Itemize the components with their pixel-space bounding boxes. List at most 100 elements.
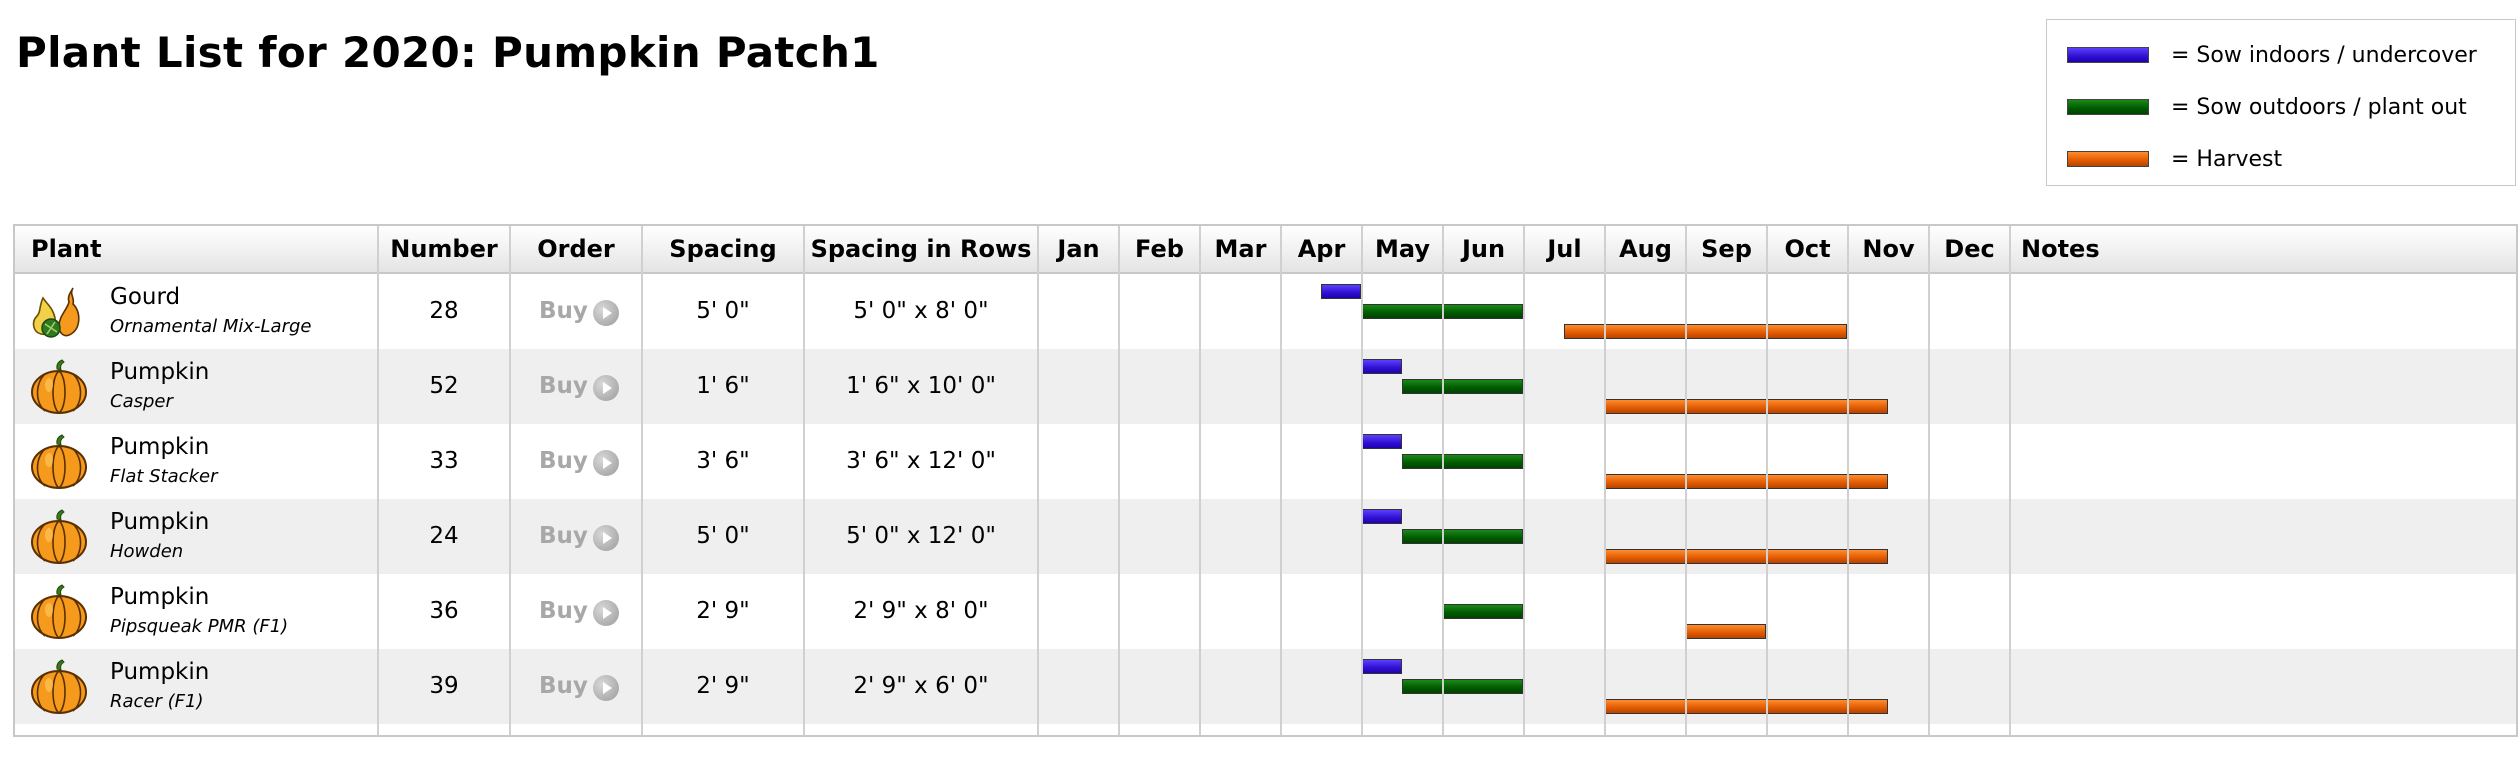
legend-label-harvest: = Harvest	[2171, 146, 2283, 172]
legend-swatch-sow-indoors	[2067, 47, 2149, 63]
sow-indoors-bar	[1320, 284, 1361, 299]
sow-outdoors-bar	[1401, 379, 1523, 394]
plant-number: 36	[429, 598, 459, 624]
column-divider	[1280, 226, 1282, 735]
buy-arrow-icon[interactable]	[593, 600, 619, 626]
column-divider	[2009, 226, 2011, 735]
plant-variety: Racer (F1)	[110, 691, 204, 712]
header-month-may: May	[1375, 235, 1430, 263]
buy-button[interactable]: Buy	[539, 523, 588, 549]
sow-indoors-bar	[1361, 659, 1402, 674]
column-divider	[1361, 226, 1363, 735]
sow-outdoors-bar	[1401, 529, 1523, 544]
buy-arrow-icon[interactable]	[593, 300, 619, 326]
harvest-bar	[1563, 324, 1847, 339]
table-row: Pumpkin Howden 24 Buy 5' 0" 5' 0" x 12' 0"	[15, 499, 2516, 574]
sow-outdoors-bar	[1401, 679, 1523, 694]
harvest-bar	[1604, 474, 1888, 489]
plant-name[interactable]: Pumpkin	[110, 659, 210, 685]
plant-spacing-in-rows: 2' 9" x 6' 0"	[853, 673, 989, 699]
plant-spacing: 3' 6"	[696, 448, 750, 474]
buy-arrow-icon[interactable]	[593, 675, 619, 701]
gourd-icon	[29, 284, 89, 340]
pumpkin-icon	[29, 584, 89, 640]
plant-number: 24	[429, 523, 459, 549]
column-divider	[1685, 226, 1687, 735]
header-month-jul: Jul	[1547, 235, 1582, 263]
plant-number: 28	[429, 298, 459, 324]
table-row: Pumpkin Pipsqueak PMR (F1) 36 Buy 2' 9" 2' 9"…	[15, 574, 2516, 649]
plant-name[interactable]: Pumpkin	[110, 584, 210, 610]
pumpkin-icon	[29, 359, 89, 415]
column-divider	[509, 226, 511, 735]
buy-button[interactable]: Buy	[539, 673, 588, 699]
plant-name[interactable]: Pumpkin	[110, 509, 210, 535]
header-month-sep: Sep	[1701, 235, 1752, 263]
header-plant: Plant	[31, 235, 102, 263]
header-spacing-in-rows: Spacing in Rows	[810, 235, 1032, 263]
header-number: Number	[390, 235, 498, 263]
column-divider	[377, 226, 379, 735]
column-divider	[1847, 226, 1849, 735]
buy-button[interactable]: Buy	[539, 373, 588, 399]
buy-arrow-icon[interactable]	[593, 450, 619, 476]
column-divider	[1604, 226, 1606, 735]
harvest-bar	[1604, 549, 1888, 564]
legend-swatch-sow-outdoors	[2067, 99, 2149, 115]
header-month-apr: Apr	[1297, 235, 1346, 263]
buy-button[interactable]: Buy	[539, 298, 588, 324]
table-header: Plant Number Order Spacing Spacing in Ro…	[15, 226, 2516, 274]
plant-name[interactable]: Pumpkin	[110, 359, 210, 385]
buy-button[interactable]: Buy	[539, 448, 588, 474]
header-month-nov: Nov	[1862, 235, 1915, 263]
buy-arrow-icon[interactable]	[593, 375, 619, 401]
plant-variety: Flat Stacker	[110, 466, 218, 487]
pumpkin-icon	[29, 434, 89, 490]
pumpkin-icon	[29, 659, 89, 715]
column-divider	[641, 226, 643, 735]
plant-variety: Howden	[110, 541, 184, 562]
header-month-aug: Aug	[1619, 235, 1672, 263]
plant-spacing-in-rows: 1' 6" x 10' 0"	[846, 373, 996, 399]
plant-number: 39	[429, 673, 459, 699]
column-divider	[1118, 226, 1120, 735]
plant-spacing-in-rows: 3' 6" x 12' 0"	[846, 448, 996, 474]
column-divider	[803, 226, 805, 735]
plant-spacing: 1' 6"	[696, 373, 750, 399]
plant-spacing-in-rows: 5' 0" x 8' 0"	[853, 298, 989, 324]
sow-indoors-bar	[1361, 509, 1402, 524]
plant-table: Plant Number Order Spacing Spacing in Ro…	[13, 224, 2518, 737]
column-divider	[1037, 226, 1039, 735]
header-month-oct: Oct	[1784, 235, 1831, 263]
table-row: Pumpkin Flat Stacker 33 Buy 3' 6" 3' 6" x 12'…	[15, 424, 2516, 499]
plant-name[interactable]: Gourd	[110, 284, 181, 310]
buy-arrow-icon[interactable]	[593, 525, 619, 551]
header-notes: Notes	[2021, 235, 2100, 263]
plant-name[interactable]: Pumpkin	[110, 434, 210, 460]
plant-number: 33	[429, 448, 459, 474]
plant-spacing-in-rows: 2' 9" x 8' 0"	[853, 598, 989, 624]
header-month-jan: Jan	[1057, 235, 1100, 263]
plant-variety: Casper	[110, 391, 173, 412]
plant-spacing: 5' 0"	[696, 298, 750, 324]
page-title: Plant List for 2020: Pumpkin Patch1	[16, 28, 880, 77]
plant-spacing: 2' 9"	[696, 673, 750, 699]
plant-variety: Ornamental Mix-Large	[110, 316, 312, 337]
plant-spacing: 2' 9"	[696, 598, 750, 624]
column-divider	[1199, 226, 1201, 735]
column-divider	[1523, 226, 1525, 735]
buy-button[interactable]: Buy	[539, 598, 588, 624]
column-divider	[1766, 226, 1768, 735]
table-row: Gourd Ornamental Mix-Large 28 Buy 5' 0" 5' 0"…	[15, 274, 2516, 349]
table-row: Pumpkin Casper 52 Buy 1' 6" 1' 6" x 10' 0"	[15, 349, 2516, 424]
sow-indoors-bar	[1361, 359, 1402, 374]
column-divider	[1442, 226, 1444, 735]
column-divider	[1928, 226, 1930, 735]
header-month-mar: Mar	[1214, 235, 1267, 263]
header-spacing: Spacing	[669, 235, 777, 263]
header-month-feb: Feb	[1135, 235, 1184, 263]
header-order: Order	[537, 235, 615, 263]
legend: = Sow indoors / undercover = Sow outdoor…	[2046, 19, 2516, 186]
harvest-bar	[1604, 699, 1888, 714]
harvest-bar	[1604, 399, 1888, 414]
